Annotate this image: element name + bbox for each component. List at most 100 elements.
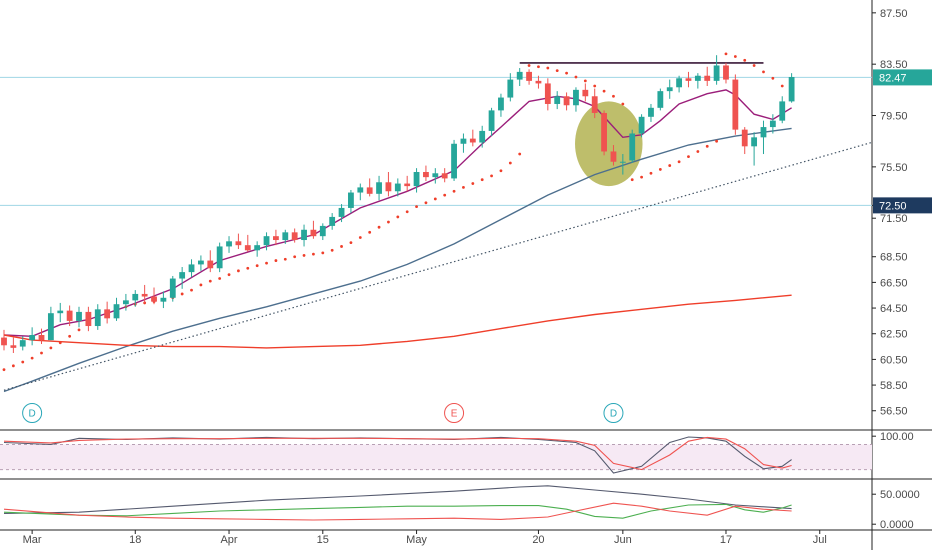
psar-dot [255,264,259,268]
candle [169,275,176,302]
psar-dot [574,75,578,79]
candle-body [685,78,692,81]
y-tick-label: 68.50 [880,252,908,264]
candle-body [619,161,626,163]
psar-dot [593,84,597,88]
psar-dot [480,178,484,182]
psar-dot [208,279,212,283]
candle [676,75,683,93]
candle-body [291,232,298,241]
dmi-panel[interactable] [3,485,792,521]
candle-body [338,207,345,217]
psar-dot [405,210,409,214]
psar-dot [21,360,25,364]
candle-body [610,151,617,162]
y-tick-label: 58.50 [880,380,908,392]
y-tick-label: 56.50 [880,406,908,418]
candle-body [526,71,532,81]
psar-dot [40,351,43,355]
candle-body [657,91,664,108]
candle [769,114,776,134]
y-tick-label: 60.50 [880,354,908,366]
psar-dot [340,245,343,248]
candle-body [38,335,45,341]
candle [432,168,439,184]
x-tick-label: 17 [720,534,732,546]
candle [601,110,607,156]
candle [441,168,448,183]
x-tick-label: Jun [614,534,632,546]
psar-dot [687,155,690,158]
psar-dot [218,277,222,280]
y-tick-label: 62.50 [880,329,908,341]
candle [132,290,139,307]
y-tick-label: 75.50 [880,162,908,174]
candle [629,129,636,164]
candle [226,236,232,253]
candle [479,125,486,148]
candle [310,220,317,239]
candle-body [704,75,711,81]
candle-body [535,80,542,84]
candle-body [582,89,589,97]
candle [301,224,307,247]
stochastic-panel[interactable] [0,436,872,474]
candle [516,68,523,86]
candle-body [235,241,242,246]
candle [694,73,701,89]
psar-dot [546,66,550,70]
stochastic-band [0,444,872,470]
psar-dot [190,288,193,292]
price-tag [873,69,932,86]
psar-dot [2,368,6,372]
candle [404,175,411,192]
y-tick-label: 66.50 [880,277,908,289]
candle-body [141,293,148,297]
psar-dot [527,64,531,67]
psar-dot [490,174,493,178]
psar-dot [612,94,615,98]
candle-body [348,192,354,208]
psar-dot [227,273,231,277]
candle [141,284,148,303]
y-tick-label: 83.50 [880,59,908,71]
psar-dot [518,152,522,156]
psar-dot [780,84,784,88]
candle [366,178,373,197]
candle [469,129,476,147]
candle [610,145,617,166]
candle-body [207,260,214,269]
candle [197,255,204,271]
candle-body [376,182,382,194]
price-panel[interactable] [0,52,876,393]
candle [638,114,645,138]
candle-body [769,120,776,128]
candle-body [441,173,448,179]
candle-body [179,272,186,279]
candle [451,139,457,181]
candle-body [469,138,476,143]
psar-dot [321,251,325,255]
candle [235,233,242,250]
y-tick-label: 79.50 [880,111,908,123]
psar-dot [537,65,540,69]
trendline [3,141,872,391]
candle-body [638,116,645,134]
candle-body [282,232,289,241]
candle-body [94,309,101,327]
psar-dot [583,79,587,83]
stochastic-line [3,436,792,471]
candle [741,127,748,155]
y-tick-label: 100.00 [880,431,914,443]
candle [104,301,111,324]
candle [732,74,739,135]
candle [554,91,561,110]
candle-body [19,340,26,347]
candle-body [507,79,514,98]
candle [563,92,570,111]
candle [498,93,504,117]
candle-body [132,293,139,301]
psar-dot [377,225,381,229]
candle-body [694,75,701,81]
